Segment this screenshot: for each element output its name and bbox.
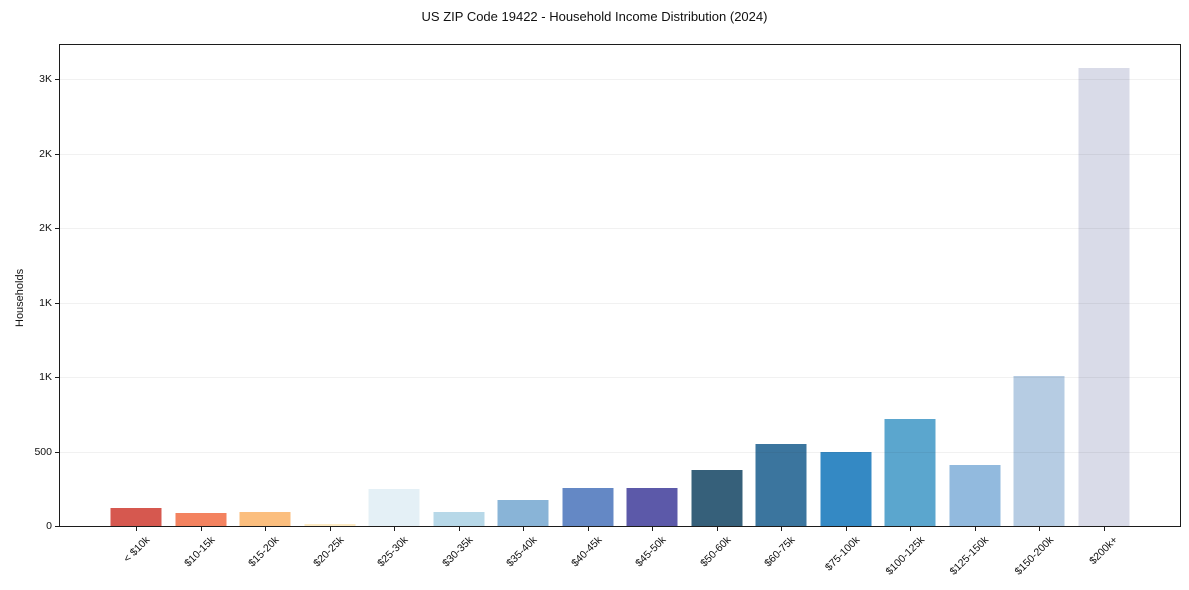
x-axis-tick-label: $40-45k <box>568 534 605 570</box>
y-axis-tick-mark <box>55 377 59 379</box>
bar-20-25k <box>304 523 356 526</box>
bar-slot: $50-60k <box>685 45 750 569</box>
bar-50-60k <box>691 470 743 526</box>
gridline <box>60 153 1180 155</box>
gridline <box>60 451 1180 453</box>
x-axis-tick-mark <box>136 527 138 531</box>
y-axis-tick-label: 3K <box>39 73 52 86</box>
x-axis-tick-label: $30-35k <box>439 534 476 570</box>
x-axis-tick-label: $150-200k <box>1012 534 1056 578</box>
y-axis-tick-label: 1K <box>39 371 52 384</box>
bar-200k <box>1078 68 1130 526</box>
y-axis-tick-mark <box>55 79 59 81</box>
x-axis-tick-label: $60-75k <box>762 534 798 570</box>
x-axis-tick-mark <box>1039 527 1041 531</box>
bar-slot: $20-25k <box>298 45 363 569</box>
x-axis-tick-mark <box>265 527 267 531</box>
bar-slot: $45-50k <box>620 45 685 569</box>
x-axis-tick-label: $10-15k <box>181 534 218 570</box>
gridline <box>60 302 1180 304</box>
x-axis-tick-label: $75-100k <box>822 534 863 574</box>
x-axis-tick-label: $200k+ <box>1087 534 1121 568</box>
bar-15-20k <box>239 511 291 526</box>
x-axis-tick-mark <box>458 527 460 531</box>
bar-slot: $25-30k <box>362 45 427 569</box>
y-axis-tick-label: 0 <box>46 520 52 532</box>
x-axis-tick-mark <box>587 527 589 531</box>
bar-slot: $75-100k <box>814 45 879 573</box>
y-axis-tick-mark <box>55 228 59 230</box>
bar-125-150k <box>949 464 1001 526</box>
bar-150-200k <box>1013 376 1065 526</box>
x-axis-tick-mark <box>329 527 331 531</box>
bar-10k <box>110 508 162 526</box>
bar-60-75k <box>755 444 807 526</box>
x-axis-tick-label: $15-20k <box>246 534 282 570</box>
bar-slot: < $10k <box>104 45 169 565</box>
y-axis-tick-mark <box>55 526 59 528</box>
x-axis-tick-label: $25-30k <box>375 534 411 570</box>
x-axis-tick-mark <box>716 527 718 531</box>
x-axis-tick-label: $125-150k <box>947 534 992 578</box>
bar-slot: $15-20k <box>233 45 298 569</box>
y-axis-tick-mark <box>55 302 59 304</box>
x-axis-tick-mark <box>910 527 912 531</box>
y-axis-tick-label: 1K <box>39 296 52 309</box>
y-axis-label: Households <box>14 268 26 327</box>
x-axis-tick-label: $20-25k <box>310 534 347 570</box>
x-axis-tick-mark <box>1103 527 1105 531</box>
gridline <box>60 79 1180 81</box>
bar-40-45k <box>562 488 614 526</box>
bar-slot: $60-75k <box>749 45 814 569</box>
x-axis-tick-label: $35-40k <box>504 534 540 570</box>
x-axis-tick-label: < $10k <box>121 534 153 565</box>
bar-slot: $150-200k <box>1007 45 1072 578</box>
bar-slot: $200k+ <box>1072 45 1137 567</box>
bar-75-100k <box>820 451 872 526</box>
gridline <box>60 377 1180 379</box>
y-axis-tick-label: 2K <box>39 147 52 160</box>
y-axis-tick-mark <box>55 451 59 453</box>
x-axis-tick-mark <box>974 527 976 531</box>
bar-slot: $35-40k <box>491 45 556 569</box>
x-axis-tick-mark <box>845 527 847 531</box>
x-axis-tick-label: $100-125k <box>883 534 927 578</box>
bar-35-40k <box>497 499 549 526</box>
y-axis-tick-label: 2K <box>39 222 52 235</box>
y-axis-tick-mark <box>55 153 59 155</box>
bar-slot: $40-45k <box>556 45 621 569</box>
bar-slot: $100-125k <box>878 45 943 578</box>
bar-100-125k <box>884 418 936 526</box>
bars-container: < $10k $10-15k $15-20k $20-25k $25-30k $30-35… <box>60 45 1180 578</box>
y-axis-tick-label: 500 <box>34 445 52 458</box>
gridline <box>60 228 1180 230</box>
bar-slot: $30-35k <box>427 45 492 569</box>
x-axis-tick-label: $50-60k <box>697 534 734 570</box>
x-axis-tick-mark <box>394 527 396 531</box>
bar-slot: $125-150k <box>943 45 1008 578</box>
x-axis-tick-mark <box>781 527 783 531</box>
x-axis-tick-mark <box>200 527 202 531</box>
x-axis-tick-label: $45-50k <box>633 534 669 570</box>
bar-slot: $10-15k <box>169 45 234 569</box>
bar-10-15k <box>175 513 227 526</box>
plot-area: < $10k $10-15k $15-20k $20-25k $25-30k $30-35… <box>34 44 1181 578</box>
x-axis-tick-mark <box>652 527 654 531</box>
bar-30-35k <box>433 511 485 526</box>
bar-25-30k <box>368 488 420 526</box>
bar-45-50k <box>626 488 678 526</box>
chart-title: US ZIP Code 19422 - Household Income Dis… <box>421 9 768 24</box>
x-axis-tick-mark <box>523 527 525 531</box>
